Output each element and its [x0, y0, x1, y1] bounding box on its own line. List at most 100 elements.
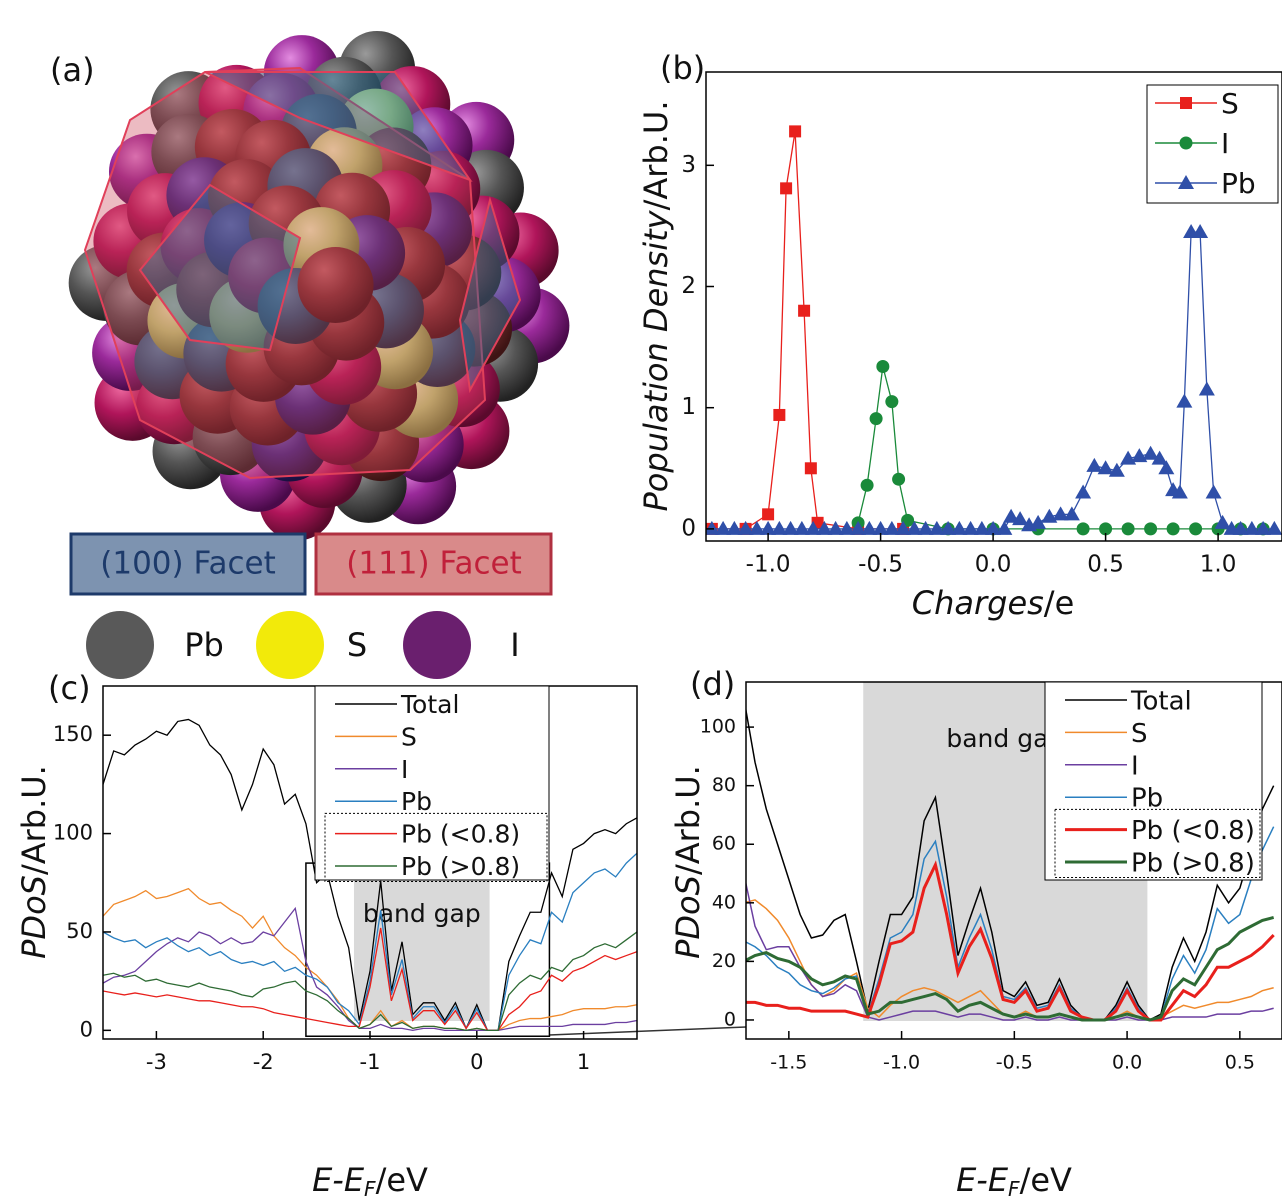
marker — [860, 478, 874, 492]
legend-marker — [1178, 175, 1194, 189]
marker — [748, 520, 765, 535]
x-tick-label: 0.0 — [975, 552, 1012, 578]
x-tick-label: 1.0 — [1200, 552, 1237, 578]
marker — [1108, 462, 1125, 477]
legend-label: I — [401, 755, 408, 784]
marker — [1255, 520, 1272, 535]
legend-label: Total — [1130, 687, 1192, 717]
marker — [1030, 514, 1047, 529]
nanocrystal-render — [68, 30, 570, 541]
marker — [1086, 457, 1103, 472]
x-tick-label: -0.5 — [858, 552, 903, 578]
marker — [985, 520, 1002, 535]
series-group — [706, 125, 1282, 536]
marker — [1176, 393, 1193, 408]
atom-legend-swatch — [86, 611, 154, 679]
x-tick-label: -2 — [253, 1050, 274, 1074]
marker — [737, 520, 754, 535]
series-line — [746, 880, 1274, 1021]
y-tick-label: 20 — [712, 950, 736, 972]
marker — [1003, 508, 1020, 523]
legend-label: Pb (<0.8) — [1131, 816, 1255, 846]
marker — [1142, 445, 1159, 460]
legend-label: Pb — [401, 787, 432, 816]
marker — [793, 520, 810, 535]
axis-title-unit: /e — [1044, 584, 1074, 622]
marker — [798, 304, 811, 317]
legend-label: Pb — [1221, 167, 1256, 200]
y-tick-label: 2 — [681, 273, 696, 299]
axis-title-sub: F — [364, 1177, 376, 1201]
x-tick-label: -1.0 — [746, 552, 791, 578]
marker — [827, 520, 844, 535]
legend-label: Pb (>0.8) — [401, 852, 520, 881]
marker — [816, 520, 833, 535]
legend-label: I — [1221, 127, 1229, 160]
panel-label: (b) — [660, 49, 705, 87]
marker — [1097, 460, 1114, 475]
x-tick-label: -3 — [146, 1050, 167, 1074]
marker — [1144, 522, 1158, 536]
legend-label: Pb — [1131, 784, 1163, 814]
facet-100 — [138, 183, 302, 352]
facet-box — [69, 532, 307, 596]
axis-title-sub: F — [1008, 1177, 1020, 1201]
axis-title: Population Density/Arb.U. — [637, 101, 675, 512]
axis-title-italic: PDoS — [669, 875, 707, 959]
plot-frame — [705, 71, 1282, 542]
facet-100 — [458, 196, 522, 394]
marker — [1076, 522, 1090, 536]
marker — [760, 520, 777, 535]
marker — [726, 520, 743, 535]
facet-111 — [83, 66, 487, 480]
marker — [892, 472, 906, 486]
y-tick-label: 100 — [700, 716, 736, 738]
axis-title: E-EF/eV — [956, 1161, 1072, 1201]
facet-label: (100) Facet — [100, 546, 275, 582]
marker — [805, 520, 822, 535]
marker — [1063, 506, 1080, 521]
marker — [861, 520, 878, 535]
series-line — [746, 860, 1275, 1022]
atom-legend-swatch — [256, 611, 324, 679]
x-tick-label: 0.5 — [1225, 1052, 1255, 1074]
marker — [876, 359, 890, 373]
marker — [1121, 522, 1135, 536]
y-tick-label: 50 — [66, 919, 93, 943]
series-line — [746, 826, 1275, 1021]
legend-box — [1044, 681, 1263, 881]
marker — [962, 520, 979, 535]
axis-title: Charges/e — [912, 584, 1075, 622]
marker — [940, 520, 957, 535]
series-line — [103, 931, 637, 1032]
y-tick-label: 150 — [53, 722, 93, 746]
legend-marker — [1180, 97, 1192, 109]
marker — [1052, 506, 1069, 521]
marker — [780, 182, 793, 195]
y-tick-label: 80 — [712, 774, 736, 796]
legend-label: S — [401, 722, 417, 751]
marker — [1151, 450, 1168, 465]
axis-title-unit: /eV — [1020, 1161, 1072, 1199]
atom-legend-swatch — [403, 611, 471, 679]
facet-box — [314, 532, 553, 596]
marker — [895, 520, 912, 535]
chart-panel: -1.0 -0.5 0.0 0.5 1.0 0 1 2 3 Charges/e Population… — [637, 49, 1282, 622]
marker — [906, 520, 923, 535]
axis-title-unit: /eV — [376, 1161, 428, 1199]
series-line — [103, 906, 637, 1032]
y-tick-label: 1 — [681, 394, 696, 420]
legend-label: I — [1131, 751, 1139, 781]
marker — [1171, 484, 1188, 499]
series-line — [103, 927, 637, 1031]
x-tick-label: -1 — [360, 1050, 381, 1074]
marker — [1198, 381, 1215, 396]
axis-title-italic: E-E — [312, 1161, 365, 1199]
zoom-connector — [548, 1026, 747, 1036]
marker — [706, 520, 720, 535]
atom-legend-label: I — [510, 626, 519, 664]
series-line — [746, 706, 1275, 1021]
marker — [789, 125, 802, 138]
axis-title-italic: Population Density — [637, 209, 675, 511]
